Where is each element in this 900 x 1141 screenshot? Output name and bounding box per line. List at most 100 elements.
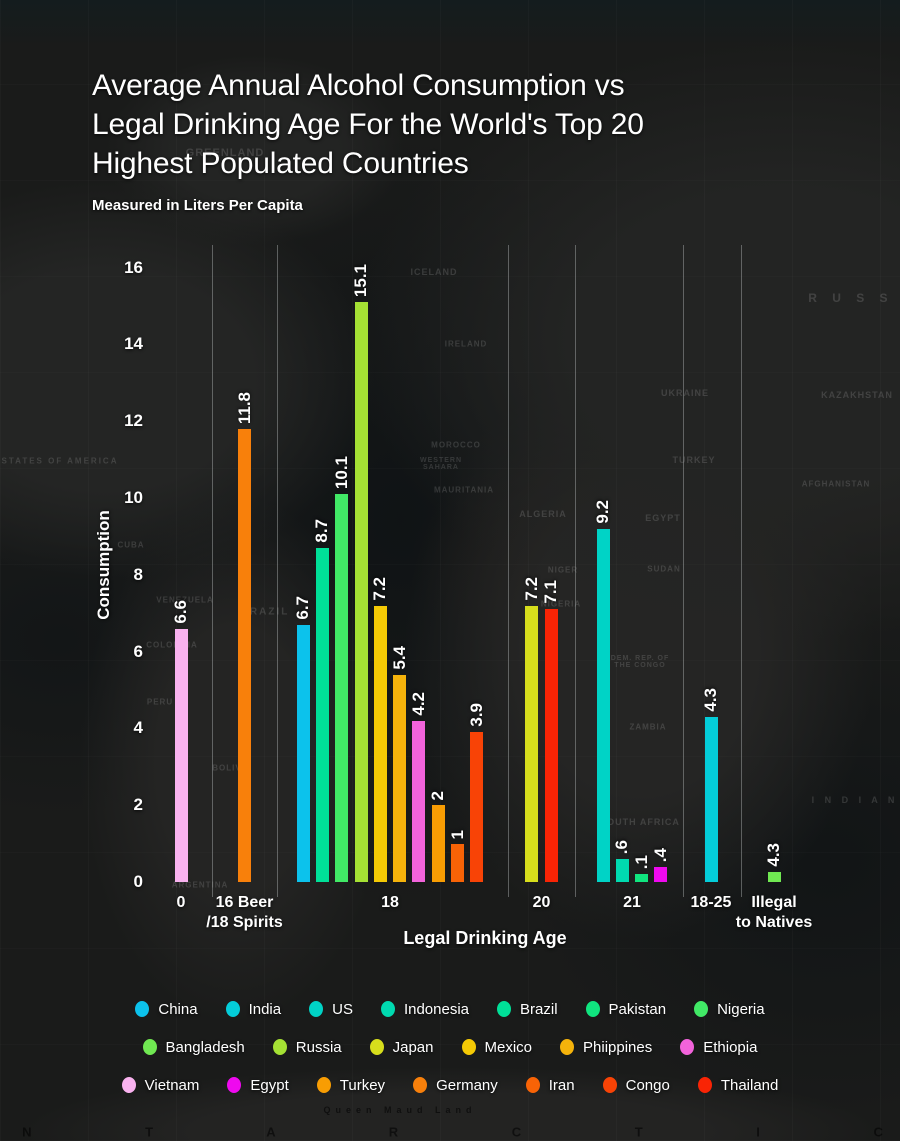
legend-label: Japan: [392, 1038, 434, 1056]
map-label: A N T A R C T I C A: [0, 1124, 900, 1140]
legend-item-iran: Iran: [525, 1077, 575, 1094]
gridline: [277, 245, 278, 897]
gridline: [575, 245, 576, 897]
map-label: DEM. REP. OF THE CONGO: [610, 655, 670, 669]
legend-swatch: [142, 1039, 157, 1055]
legend-swatch: [694, 1001, 709, 1017]
legend-item-congo: Congo: [602, 1077, 670, 1094]
legend-swatch: [380, 1001, 395, 1017]
map-label: SOUTH AFRICA: [600, 817, 680, 827]
legend-label: Pakistan: [608, 1000, 667, 1018]
legend-label: Mexico: [484, 1038, 533, 1056]
legend-item-nigeria: Nigeria: [694, 1001, 765, 1018]
legend-item-mexico: Mexico: [461, 1038, 533, 1056]
legend-swatch: [121, 1077, 136, 1093]
legend-swatch: [497, 1001, 512, 1017]
bar-phiippines: [393, 675, 407, 882]
map-label: WESTERN SAHARA: [420, 457, 462, 471]
legend-item-bangladesh: Bangladesh: [142, 1038, 245, 1056]
x-category-label: Illegal to Natives: [735, 894, 813, 931]
map-label: MOROCCO: [431, 440, 481, 450]
bar-value-label: 8.7: [312, 519, 332, 543]
x-category-label: 18: [381, 894, 399, 911]
y-tick-label: 10: [124, 488, 143, 507]
legend-swatch: [316, 1077, 331, 1093]
map-label: PERU: [146, 697, 174, 707]
bar-vietnam: [174, 629, 188, 882]
legend-row: Vietnam Egypt Turkey Germany Iran Congo Thaila…: [0, 1074, 900, 1096]
legend-label: Vietnam: [144, 1076, 200, 1094]
map-label: AFGHANISTAN: [801, 479, 871, 489]
bar-pakistan: [635, 874, 649, 882]
legend-label: Turkey: [339, 1076, 386, 1094]
legend-item-pakistan: Pakistan: [585, 1000, 667, 1018]
bar-value-label: 6.6: [171, 600, 190, 624]
legend-label: Nigeria: [717, 1000, 765, 1018]
bar-russia: [354, 302, 368, 882]
legend-label: Russia: [295, 1038, 342, 1056]
bar-value-label: 9.2: [593, 500, 613, 524]
y-tick-label: 14: [124, 334, 143, 354]
legend-swatch: [309, 1001, 324, 1017]
legend-label: Phiippines: [583, 1038, 653, 1056]
y-tick-label: 12: [124, 411, 143, 431]
legend-item-china: China: [135, 1000, 198, 1018]
bar-value-label: 2: [428, 790, 448, 800]
bar-china: [296, 625, 310, 882]
bar-turkey: [431, 805, 445, 882]
legend-label: US: [332, 1000, 353, 1018]
bar-egypt: [654, 867, 668, 882]
bar-value-label: 6.7: [293, 596, 313, 620]
bar-value-label: .1: [631, 854, 651, 869]
legend-item-japan: Japan: [369, 1038, 434, 1056]
legend-swatch: [413, 1077, 428, 1093]
map-label: STATES OF AMERICA: [1, 456, 119, 466]
bar-value-label: 7.2: [370, 577, 390, 601]
legend-item-vietnam: Vietnam: [121, 1076, 200, 1094]
legend-item-india: India: [225, 1000, 282, 1018]
legend-swatch: [602, 1077, 617, 1093]
map-label: NIGER: [547, 565, 579, 575]
legend: China India US Indonesia Brazil Pakistan Niger…: [0, 998, 900, 1112]
legend-swatch: [272, 1039, 287, 1055]
gridline: [741, 245, 742, 897]
bar-value-label: 5.4: [389, 646, 409, 670]
map-label: ICELAND: [410, 267, 458, 277]
map-label: IRELAND: [444, 339, 488, 349]
bar-value-label: 4.3: [701, 688, 720, 712]
legend-swatch: [525, 1077, 540, 1093]
legend-label: Ethiopia: [703, 1038, 758, 1056]
legend-swatch: [461, 1039, 476, 1055]
legend-swatch: [225, 1001, 240, 1017]
chart-title: Average Annual Alcohol Consumption vs Le…: [92, 69, 644, 180]
legend-swatch: [369, 1039, 384, 1055]
legend-row: Bangladesh Russia Japan Mexico Phiippines Eth…: [0, 1036, 900, 1058]
bar-congo: [470, 732, 484, 882]
map-label: ZAMBIA: [629, 722, 667, 732]
bar-value-label: 1: [447, 829, 467, 839]
map-label: MAURITANIA: [433, 485, 495, 495]
x-axis-title: Legal Drinking Age: [403, 928, 567, 948]
legend-item-us: US: [309, 1001, 353, 1018]
x-category-label: 21: [623, 894, 641, 911]
legend-label: India: [248, 1000, 282, 1018]
bar-value-label: 10.1: [331, 455, 351, 489]
legend-label: Brazil: [520, 1000, 558, 1018]
legend-item-thailand: Thailand: [697, 1077, 778, 1094]
legend-label: Egypt: [250, 1076, 289, 1094]
bar-ethiopia: [412, 721, 426, 882]
legend-item-turkey: Turkey: [316, 1076, 386, 1094]
bar-india: [704, 717, 718, 882]
y-tick-label: 16: [124, 257, 143, 277]
legend-label: China: [158, 1000, 198, 1018]
bar-us: [596, 529, 610, 882]
bar-mexico: [373, 606, 387, 882]
bar-value-label: 4.3: [764, 843, 783, 867]
legend-swatch: [697, 1077, 712, 1093]
legend-label: Bangladesh: [165, 1038, 245, 1056]
x-category-label: 0: [176, 894, 186, 911]
map-label: COLOMBIA: [146, 640, 198, 650]
map-label: SUDAN: [647, 564, 681, 574]
